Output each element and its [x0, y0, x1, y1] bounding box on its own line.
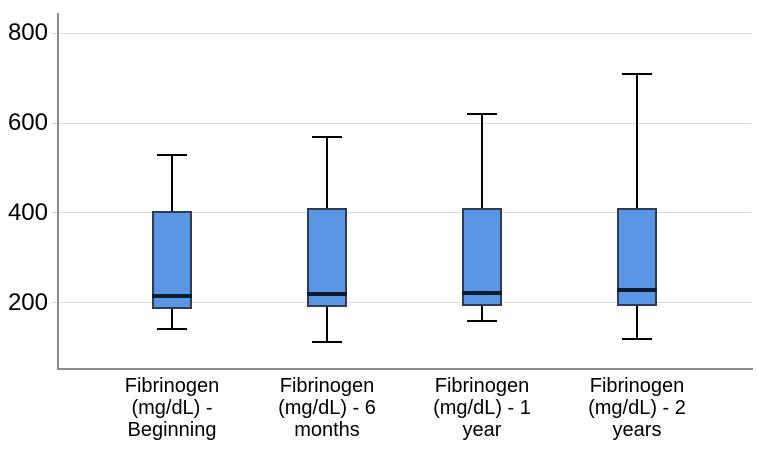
whisker-cap-max [312, 135, 342, 138]
box [307, 208, 347, 308]
y-tick-label: 400 [7, 198, 48, 226]
box [462, 208, 502, 307]
y-tick-mark [52, 212, 58, 214]
whisker-lower-stem [481, 306, 483, 321]
whisker-cap-max [467, 113, 497, 116]
y-tick-mark [52, 122, 58, 124]
median-line [307, 292, 347, 297]
whisker-cap-min [622, 337, 652, 340]
whisker-lower-stem [171, 309, 173, 329]
whisker-upper-stem [481, 114, 483, 209]
median-line [617, 288, 657, 293]
y-tick-label: 600 [7, 109, 48, 137]
gridline [58, 302, 751, 304]
whisker-cap-max [157, 153, 187, 156]
median-line [152, 294, 192, 299]
whisker-cap-max [622, 72, 652, 75]
whisker-lower-stem [326, 307, 328, 342]
median-line [462, 290, 502, 295]
y-axis-line [57, 13, 59, 368]
x-category-label: Fibrinogen (mg/dL) - Beginning [124, 375, 220, 441]
x-axis-line [57, 368, 753, 370]
whisker-lower-stem [636, 305, 638, 339]
gridline [58, 212, 751, 214]
whisker-cap-min [157, 327, 187, 330]
x-category-label: Fibrinogen (mg/dL) - 1 year [433, 375, 531, 441]
y-tick-mark [52, 302, 58, 304]
y-tick-label: 200 [7, 288, 48, 316]
x-category-label: Fibrinogen (mg/dL) - 2 years [588, 375, 686, 441]
gridline [58, 32, 751, 34]
whisker-upper-stem [636, 73, 638, 209]
y-tick-mark [52, 32, 58, 34]
whisker-upper-stem [326, 136, 328, 209]
y-tick-label: 800 [7, 19, 48, 47]
whisker-cap-min [312, 340, 342, 343]
gridline [58, 122, 751, 124]
box [152, 210, 192, 310]
x-category-label: Fibrinogen (mg/dL) - 6 months [278, 375, 376, 441]
whisker-cap-min [467, 319, 497, 322]
whisker-upper-stem [171, 154, 173, 211]
